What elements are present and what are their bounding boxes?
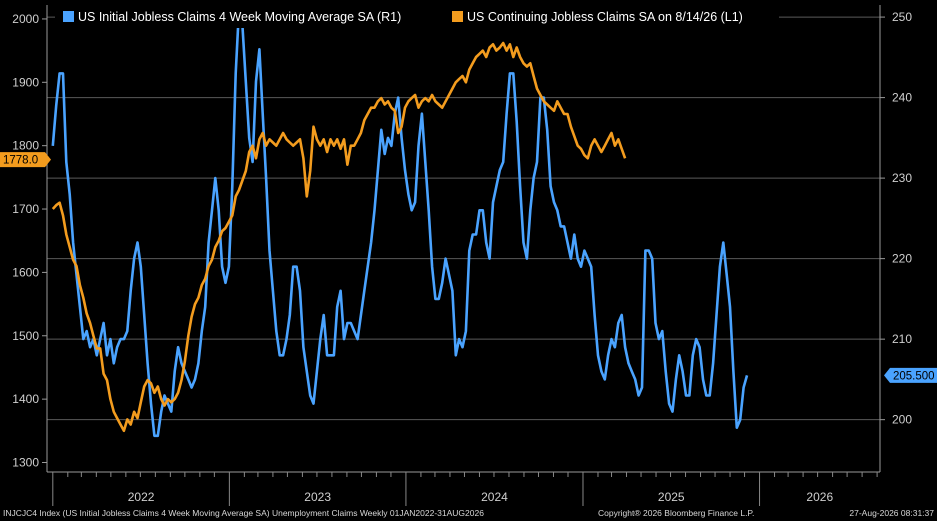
year-label: 2023 <box>304 490 331 504</box>
footer-copyright: Copyright® 2026 Bloomberg Finance L.P. <box>598 508 754 518</box>
legend-label-continuing: US Continuing Jobless Claims SA on 8/14/… <box>467 10 743 24</box>
last-value-badge-left: 1778.0 <box>0 152 51 168</box>
series-lines <box>51 7 749 438</box>
legend: US Initial Jobless Claims 4 Week Moving … <box>55 6 779 28</box>
legend-swatch-continuing <box>452 11 463 22</box>
right-axis-tick-label: 210 <box>892 332 912 346</box>
year-label: 2022 <box>128 490 155 504</box>
right-axis-tick-label: 230 <box>892 171 912 185</box>
left-axis-tick-label: 1500 <box>12 329 39 343</box>
series-line-initial-claims <box>51 7 749 438</box>
left-axis-tick-label: 1700 <box>12 202 39 216</box>
year-label: 2024 <box>481 490 508 504</box>
left-axis-tick-label: 2000 <box>12 12 39 26</box>
axes: 200 210 220 230 240 250 1300 1400 1500 1600 1700 18… <box>12 5 912 506</box>
badge-value: 1778.0 <box>3 155 38 167</box>
left-axis-tick-label: 1600 <box>12 265 39 279</box>
left-axis-tick-label: 1400 <box>12 392 39 406</box>
left-axis-tick-label: 1800 <box>12 139 39 153</box>
footer-source: INJCJC4 Index (US Initial Jobless Claims… <box>3 508 484 518</box>
right-axis-tick-label: 240 <box>892 91 912 105</box>
right-axis-tick-label: 220 <box>892 252 912 266</box>
legend-label-initial: US Initial Jobless Claims 4 Week Moving … <box>78 10 401 24</box>
left-axis-tick-label: 1900 <box>12 75 39 89</box>
badge-value: 205.500 <box>893 370 935 382</box>
last-value-badge-right: 205.500 <box>884 367 937 383</box>
badge-shape <box>884 367 937 383</box>
right-axis-tick-label: 200 <box>892 413 912 427</box>
badge-shape <box>0 152 51 168</box>
year-label: 2025 <box>658 490 685 504</box>
left-axis-tick-label: 1300 <box>12 455 39 469</box>
legend-box <box>55 6 779 28</box>
series-line-continuing-claims <box>51 41 627 433</box>
footer-timestamp: 27-Aug-2026 08:31:37 <box>849 508 934 518</box>
value-badges: 205.500 1778.0 <box>0 152 937 383</box>
legend-swatch-initial <box>63 11 74 22</box>
right-axis-tick-label: 250 <box>892 10 912 24</box>
year-label: 2026 <box>806 490 833 504</box>
footer: INJCJC4 Index (US Initial Jobless Claims… <box>3 508 934 518</box>
